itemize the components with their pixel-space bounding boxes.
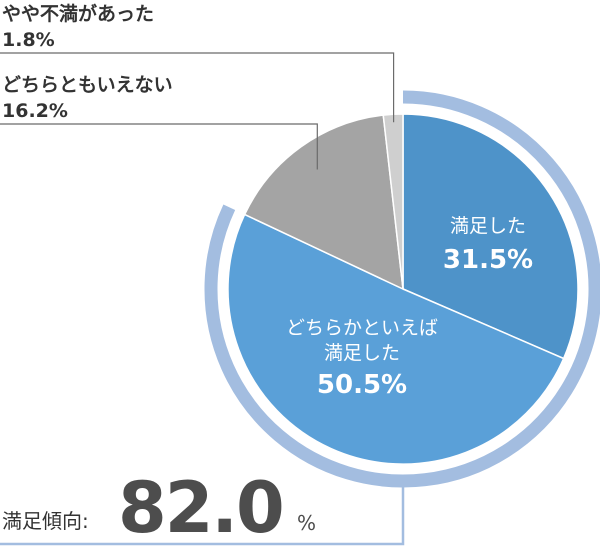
summary-value: 82.0 xyxy=(118,467,283,548)
leader-line-slightly-dissatisfied xyxy=(0,52,395,123)
summary-unit: % xyxy=(297,511,316,535)
callout-label-slightly-dissatisfied: やや不満があった xyxy=(2,2,154,25)
slice-value-satisfied: 31.5% xyxy=(443,245,533,275)
callout-label-neutral: どちらともいえない xyxy=(2,74,173,96)
leader-line-neutral xyxy=(0,123,318,170)
slice-value-somewhat-satisfied: 50.5% xyxy=(317,370,407,400)
slice-label-satisfied: 満足した xyxy=(450,215,526,237)
slice-label-somewhat-satisfied-line2: 満足した xyxy=(324,342,400,364)
pie-slice-somewhat-satisfied xyxy=(227,213,565,465)
callout-value-neutral: 16.2% xyxy=(2,100,68,122)
pie-slice-neutral xyxy=(243,114,404,291)
pie-slice-satisfied xyxy=(402,113,579,360)
pie-slices xyxy=(227,113,579,465)
slice-label-somewhat-satisfied-line1: どちらかといえば xyxy=(286,317,438,339)
summary-label: 満足傾向: xyxy=(2,509,89,533)
satisfaction-bracket-line xyxy=(0,487,405,546)
satisfaction-ring xyxy=(204,90,600,488)
callout-value-slightly-dissatisfied: 1.8% xyxy=(2,29,55,51)
